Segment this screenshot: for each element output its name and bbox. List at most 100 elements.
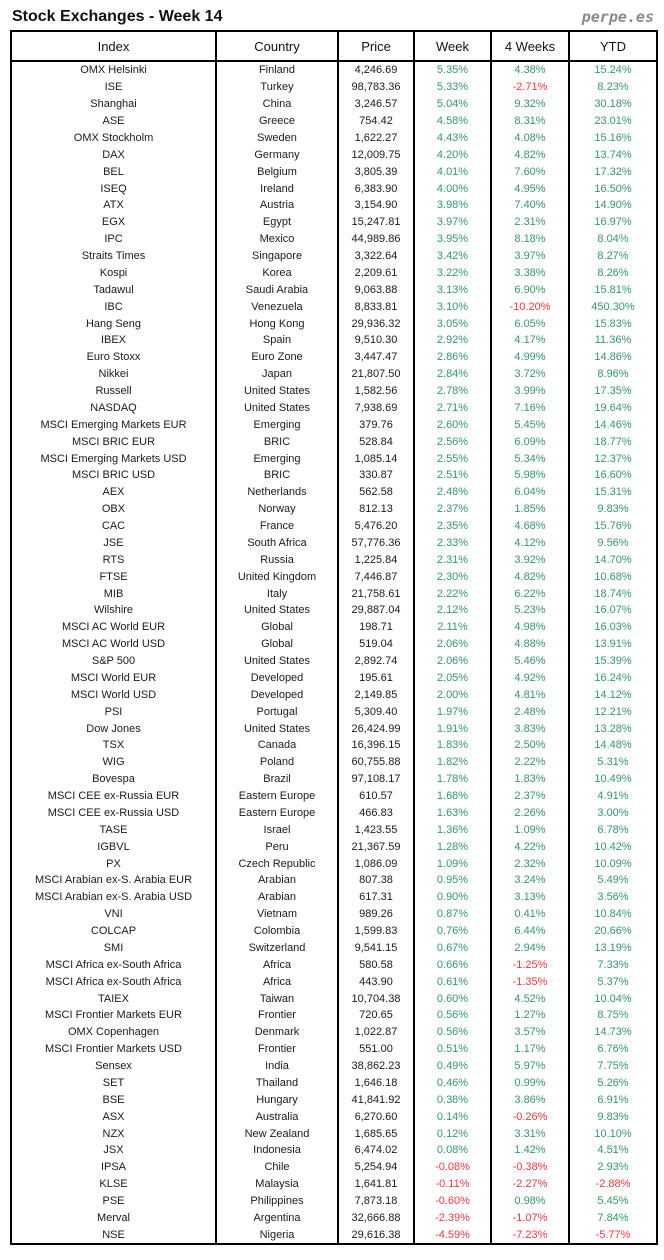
week-cell: 2.48% (413, 483, 492, 501)
country-cell: France (215, 517, 339, 535)
price-cell: 1,225.84 (337, 551, 415, 569)
four-weeks-cell: 5.23% (490, 602, 570, 619)
table-body: OMX Helsinki Finland 4,246.69 5.35% 4.38% 15.… (10, 61, 658, 1245)
table-row: OMX Helsinki Finland 4,246.69 5.35% 4.38% 15.… (10, 61, 658, 79)
country-cell: Emerging (215, 450, 339, 467)
index-cell: BSE (10, 1091, 217, 1109)
four-weeks-cell: 3.83% (490, 720, 570, 737)
week-cell: 2.84% (413, 365, 492, 383)
week-cell: 4.58% (413, 112, 492, 130)
country-cell: Russia (215, 551, 339, 569)
price-cell: 1,085.14 (337, 450, 415, 467)
index-cell: Bovespa (10, 770, 217, 788)
four-weeks-cell: 6.09% (490, 433, 570, 451)
table-row: S&P 500 United States 2,892.74 2.06% 5.46% 15… (10, 652, 658, 670)
table-row: IPSA Chile 5,254.94 -0.08% -0.38% 2.93% (10, 1158, 658, 1176)
column-header-ytd: YTD (568, 30, 658, 62)
country-cell: Portugal (215, 703, 339, 721)
week-cell: 3.10% (413, 298, 492, 316)
four-weeks-cell: 0.98% (490, 1192, 570, 1210)
table-row: NZX New Zealand 1,685.65 0.12% 3.31% 10.10% (10, 1125, 658, 1142)
week-cell: 3.98% (413, 197, 492, 214)
index-cell: MSCI Arabian ex-S. Arabia USD (10, 888, 217, 906)
four-weeks-cell: 5.45% (490, 416, 570, 434)
table-row: FTSE United Kingdom 7,446.87 2.30% 4.82% 10.6… (10, 568, 658, 586)
index-cell: RTS (10, 551, 217, 569)
table-row: BEL Belgium 3,805.39 4.01% 7.60% 17.32% (10, 163, 658, 181)
week-cell: 2.55% (413, 450, 492, 467)
price-cell: 5,309.40 (337, 703, 415, 721)
table-row: ATX Austria 3,154.90 3.98% 7.40% 14.90% (10, 197, 658, 214)
price-cell: 3,447.47 (337, 348, 415, 366)
four-weeks-cell: 4.52% (490, 990, 570, 1007)
index-cell: PSI (10, 703, 217, 721)
index-cell: Dow Jones (10, 720, 217, 737)
ytd-cell: 3.00% (568, 804, 658, 822)
index-cell: PX (10, 855, 217, 872)
country-cell: Frontier (215, 1007, 339, 1024)
four-weeks-cell: 3.38% (490, 264, 570, 282)
index-cell: FTSE (10, 568, 217, 586)
price-cell: 3,246.57 (337, 95, 415, 113)
four-weeks-cell: 4.08% (490, 129, 570, 147)
ytd-cell: 10.49% (568, 770, 658, 788)
country-cell: India (215, 1057, 339, 1075)
week-cell: 1.68% (413, 787, 492, 805)
table-row: IPC Mexico 44,989.86 3.95% 8.18% 8.04% (10, 230, 658, 248)
price-cell: 29,616.38 (337, 1226, 415, 1245)
table-row: TASE Israel 1,423.55 1.36% 1.09% 6.78% (10, 821, 658, 839)
ytd-cell: 9.56% (568, 534, 658, 552)
table-row: PX Czech Republic 1,086.09 1.09% 2.32% 10.09% (10, 855, 658, 872)
column-header-week: Week (413, 30, 492, 62)
country-cell: Australia (215, 1108, 339, 1126)
index-cell: SET (10, 1074, 217, 1092)
four-weeks-cell: 4.12% (490, 534, 570, 552)
index-cell: WIG (10, 753, 217, 771)
price-cell: 98,783.36 (337, 78, 415, 96)
four-weeks-cell: 2.31% (490, 213, 570, 231)
week-cell: 2.78% (413, 382, 492, 400)
country-cell: Malaysia (215, 1175, 339, 1193)
index-cell: TASE (10, 821, 217, 839)
country-cell: Brazil (215, 770, 339, 788)
price-cell: 15,247.81 (337, 213, 415, 231)
country-cell: Africa (215, 956, 339, 974)
table-row: Straits Times Singapore 3,322.64 3.42% 3.97%… (10, 247, 658, 265)
table-row: IBEX Spain 9,510.30 2.92% 4.17% 11.36% (10, 332, 658, 349)
four-weeks-cell: 6.05% (490, 315, 570, 332)
index-cell: MSCI BRIC EUR (10, 433, 217, 451)
week-cell: 2.92% (413, 332, 492, 349)
price-cell: 617.31 (337, 888, 415, 906)
table-row: Shanghai China 3,246.57 5.04% 9.32% 30.18% (10, 95, 658, 113)
country-cell: United States (215, 399, 339, 417)
table-row: VNI Vietnam 989.26 0.87% 0.41% 10.84% (10, 905, 658, 923)
table-row: Merval Argentina 32,666.88 -2.39% -1.07% 7.84… (10, 1209, 658, 1227)
country-cell: Thailand (215, 1074, 339, 1092)
ytd-cell: 15.16% (568, 129, 658, 147)
four-weeks-cell: 0.99% (490, 1074, 570, 1092)
four-weeks-cell: -1.07% (490, 1209, 570, 1227)
four-weeks-cell: 6.22% (490, 585, 570, 602)
country-cell: Global (215, 618, 339, 636)
week-cell: 1.78% (413, 770, 492, 788)
table-row: AEX Netherlands 562.58 2.48% 6.04% 15.31% (10, 483, 658, 501)
price-cell: 12,009.75 (337, 146, 415, 164)
country-cell: Vietnam (215, 905, 339, 923)
ytd-cell: 18.74% (568, 585, 658, 602)
four-weeks-cell: 4.88% (490, 635, 570, 653)
index-cell: Sensex (10, 1057, 217, 1075)
table-row: CAC France 5,476.20 2.35% 4.68% 15.76% (10, 517, 658, 535)
week-cell: 5.35% (413, 61, 492, 79)
country-cell: China (215, 95, 339, 113)
four-weeks-cell: 7.60% (490, 163, 570, 181)
week-cell: 5.33% (413, 78, 492, 96)
country-cell: Africa (215, 973, 339, 991)
table-row: SMI Switzerland 9,541.15 0.67% 2.94% 13.19% (10, 939, 658, 957)
ytd-cell: 15.76% (568, 517, 658, 535)
price-cell: 41,841.92 (337, 1091, 415, 1109)
index-cell: ASX (10, 1108, 217, 1126)
ytd-cell: 19.64% (568, 399, 658, 417)
index-cell: Russell (10, 382, 217, 400)
week-cell: 0.38% (413, 1091, 492, 1109)
index-cell: DAX (10, 146, 217, 164)
